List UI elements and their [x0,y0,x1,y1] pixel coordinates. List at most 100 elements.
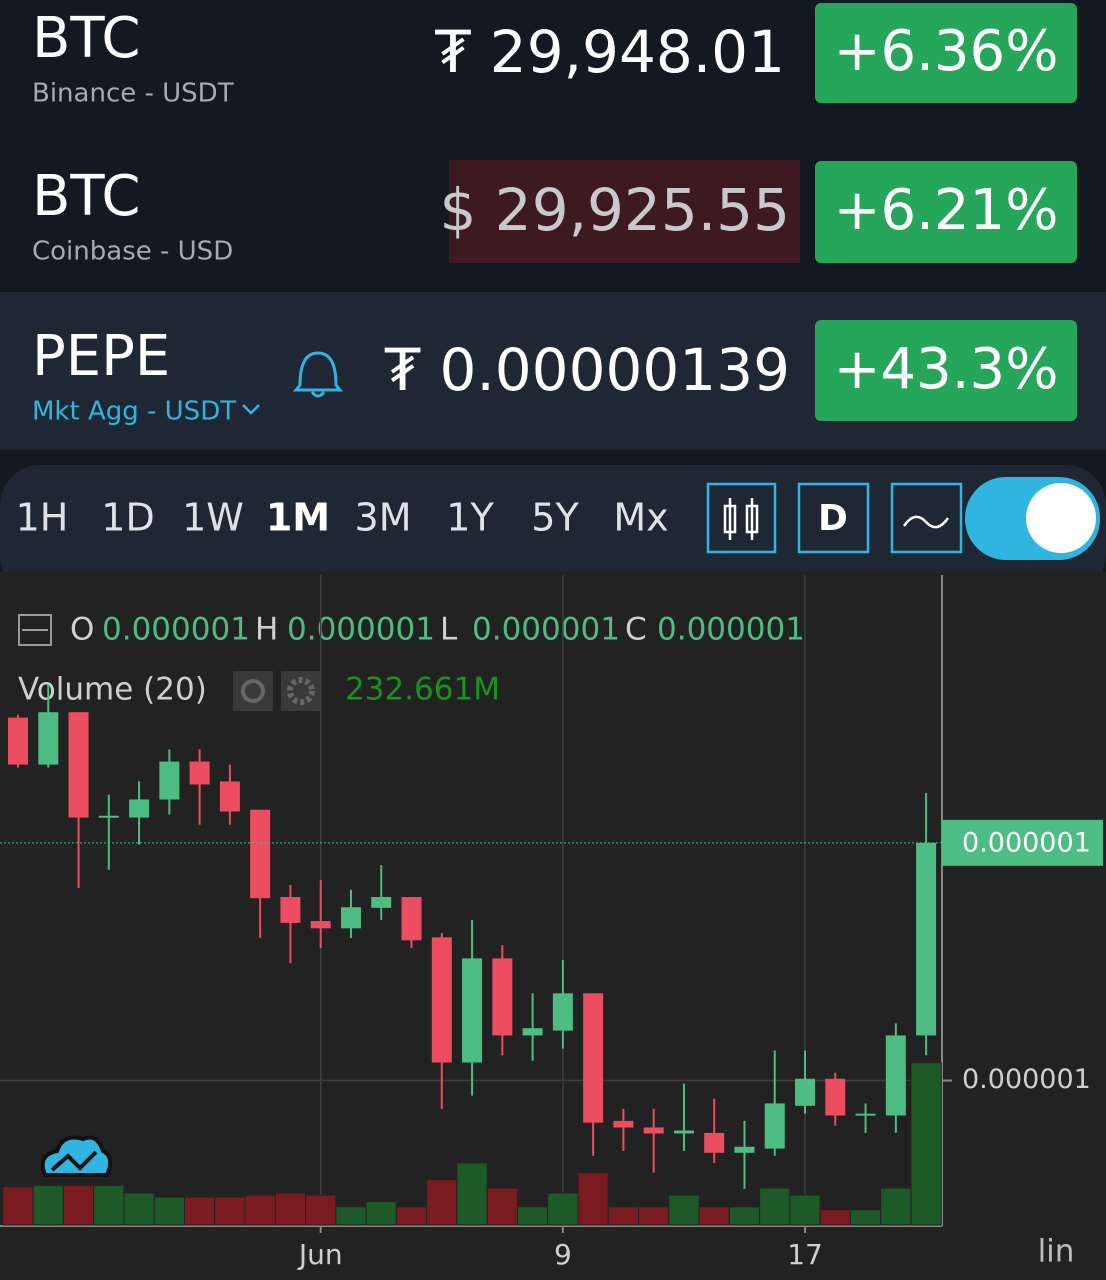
ohlc-label: L [440,612,458,648]
volume-bar [426,1179,458,1226]
toggle-knob [1026,483,1096,553]
volume-bar [274,1192,307,1226]
volume-bar [183,1196,216,1226]
volume-bar [244,1194,276,1226]
range-button[interactable]: 1H [16,496,69,540]
volume-bar [365,1200,397,1226]
price: ₮ 0.00000139 [384,336,790,404]
ohlc-label: H [255,612,278,648]
symbol: BTC [32,164,140,229]
volume-bar [93,1184,125,1226]
candle-body [219,781,240,812]
volume-bar [577,1172,609,1226]
visibility-icon[interactable] [233,671,273,711]
change-badge[interactable] [815,3,1077,103]
symbol: BTC [32,6,140,71]
ohlc-value: 0.000001 [102,612,250,648]
interval-button[interactable] [797,482,870,554]
symbol: PEPE [32,324,170,389]
ohlc-value: 0.000001 [287,612,435,648]
candle-body [129,799,150,818]
candle-body [280,896,301,923]
volume-bar [62,1184,95,1226]
last-price-label: 0.000001 [962,827,1091,858]
change: +6.21% [834,178,1059,243]
volume-bar [153,1196,185,1226]
volume-bar [547,1192,579,1226]
candle-body [855,1113,876,1116]
candle-body [68,712,89,818]
range-button[interactable]: 1Y [446,496,494,540]
candle-body [492,958,513,1036]
range-button[interactable]: 1W [182,496,244,540]
volume-bar [395,1206,428,1226]
candle-body [371,896,392,908]
ohlc-value: 0.000001 [472,612,620,648]
volume-bar [335,1206,367,1226]
volume-bar [516,1206,549,1226]
settings-icon [287,677,315,705]
volume-bar [486,1187,518,1226]
candle-icon [723,504,737,534]
range-button[interactable]: 1M [266,496,330,540]
volume-bar [668,1194,700,1226]
market: Binance - USDT [32,79,234,109]
volume-bar [32,1184,64,1226]
volume-bar [698,1206,730,1226]
candle-body [340,907,361,929]
price: $ 29,925.55 [439,176,790,244]
candle-body [673,1130,694,1134]
candle-body [38,712,59,765]
candle-body [159,761,180,800]
candle-body [764,1103,785,1149]
x-tick-label: 9 [554,1238,572,1271]
range-button[interactable]: 1D [101,496,154,540]
market: Coinbase - USD [32,237,233,267]
candle-body [310,921,331,929]
candle-body [401,896,422,941]
volume-bar [880,1187,912,1226]
ohlc-label: O [70,612,94,648]
candle-body [825,1078,846,1116]
change: +6.36% [834,19,1059,84]
volume-bar [638,1206,670,1226]
candle-body [462,958,483,1063]
candle-body [704,1132,725,1153]
candle-icon [745,504,759,534]
change-badge[interactable] [815,320,1077,421]
dropdown-chevron[interactable] [242,404,260,415]
candle-body [916,842,937,1036]
volume-bar [849,1209,882,1226]
candle-body [250,809,271,899]
candle-body [613,1120,634,1128]
indicator-button[interactable] [890,482,963,554]
x-tick-label: Jun [297,1238,343,1271]
toolbar [0,465,1106,595]
logo [40,1135,113,1177]
collapse-icon[interactable] [18,614,52,646]
candle-body [643,1127,664,1134]
change-badge[interactable] [815,161,1077,263]
volume-bar [728,1206,761,1226]
ohlc-value: 0.000001 [657,612,805,648]
scale-mode[interactable]: lin [1038,1234,1075,1270]
volume-bar [456,1162,488,1226]
volume-bar [819,1209,851,1226]
range-button[interactable]: 3M [355,496,412,540]
range-button[interactable]: 5Y [531,496,579,540]
volume-bar [910,1062,942,1226]
volume-bar [2,1186,34,1226]
candle-body [734,1146,755,1153]
volume-bar [214,1196,246,1226]
candle-type-button[interactable] [706,482,777,554]
alert-bell[interactable] [292,351,344,398]
volume-bar [305,1194,337,1226]
volume-legend: Volume (20) [18,672,207,708]
volume-value: 232.661M [345,672,500,708]
volume-bar [789,1194,821,1226]
price: ₮ 29,948.01 [434,18,785,86]
candle-body [98,815,119,818]
market[interactable]: Mkt Agg - USDT [32,397,236,427]
range-button[interactable]: Mx [613,496,668,540]
